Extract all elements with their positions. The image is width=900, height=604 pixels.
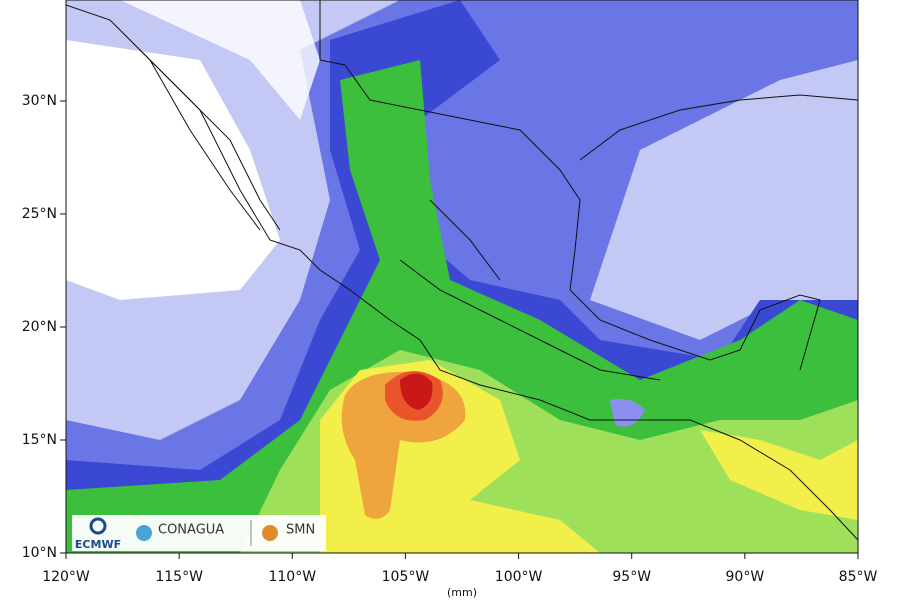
lon-tick-label: 90°W: [726, 569, 765, 585]
lon-tick-label: 95°W: [612, 569, 651, 585]
logo-box: ECMWF CONAGUA SMN: [72, 515, 326, 551]
unit-label: (mm): [447, 586, 477, 599]
smn-logo: SMN: [286, 523, 315, 538]
lon-tick-label: 115°W: [155, 569, 203, 585]
precip-field: [66, 0, 858, 553]
ecmwf-logo: ECMWF: [75, 538, 121, 551]
lat-tick-label: 30°N: [22, 93, 57, 109]
lon-tick-label: 110°W: [268, 569, 316, 585]
map-frame: [65, 0, 859, 554]
lat-tick-label: 25°N: [22, 206, 57, 222]
lon-tick-label: 85°W: [839, 569, 878, 585]
lon-tick-label: 105°W: [382, 569, 430, 585]
lat-tick-label: 15°N: [22, 432, 57, 448]
conagua-logo: CONAGUA: [158, 523, 224, 538]
lat-tick-label: 10°N: [22, 545, 57, 561]
lon-tick-label: 120°W: [42, 569, 90, 585]
lon-tick-label: 100°W: [495, 569, 543, 585]
lat-tick-label: 20°N: [22, 319, 57, 335]
